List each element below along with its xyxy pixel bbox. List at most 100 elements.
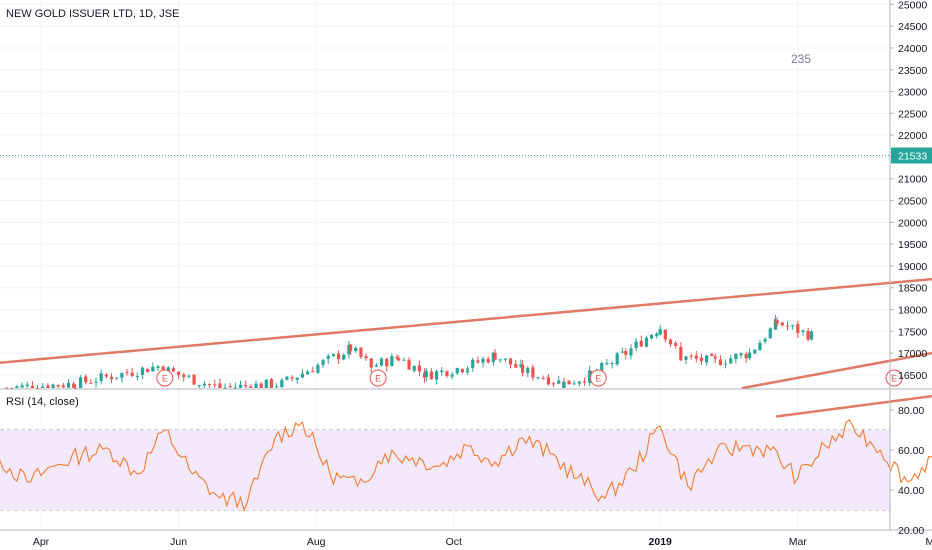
candle-body bbox=[644, 337, 649, 347]
candle-body bbox=[491, 352, 495, 362]
candle-body bbox=[397, 358, 401, 361]
candle-body bbox=[374, 365, 378, 367]
candle-body bbox=[56, 384, 60, 387]
candle-body bbox=[300, 373, 305, 378]
candle-body bbox=[412, 365, 416, 371]
candle-body bbox=[417, 365, 421, 372]
candle-body bbox=[46, 385, 50, 388]
candle-body bbox=[125, 371, 129, 374]
rising-channel-upper bbox=[0, 277, 932, 365]
candle-body bbox=[655, 333, 659, 336]
candle-body bbox=[41, 386, 45, 388]
price-tick-label: 24000 bbox=[898, 43, 927, 55]
candle-body bbox=[316, 364, 320, 373]
event-marker-label: E bbox=[162, 374, 168, 384]
event-marker-circle bbox=[156, 369, 174, 387]
rsi-tick-label: 40.00 bbox=[898, 485, 924, 497]
candle-body bbox=[61, 385, 65, 388]
candle-body bbox=[775, 320, 779, 324]
rising-channel-lower bbox=[775, 394, 932, 418]
rsi-layer bbox=[0, 418, 932, 513]
candle-body bbox=[521, 364, 525, 373]
candle-body bbox=[379, 358, 384, 366]
candle-body bbox=[326, 355, 330, 359]
last-price-label: 21533 bbox=[898, 151, 927, 163]
candle-body bbox=[89, 382, 93, 384]
candle-body bbox=[99, 373, 103, 381]
candle-body bbox=[658, 328, 662, 335]
candle-body bbox=[321, 360, 325, 365]
rsi-line bbox=[0, 418, 932, 513]
candle-body bbox=[729, 358, 733, 364]
candle-body bbox=[801, 330, 805, 332]
markers-layer: EEEEEEE bbox=[156, 369, 903, 387]
candle-body bbox=[577, 381, 581, 384]
candle-body bbox=[753, 349, 757, 354]
price-tick-label: 18000 bbox=[898, 305, 927, 317]
time-tick-label: Apr bbox=[33, 536, 50, 548]
candle-body bbox=[796, 324, 800, 333]
candle-body bbox=[785, 325, 790, 327]
candle-body bbox=[620, 351, 624, 353]
candle-body bbox=[476, 360, 480, 363]
candle-body bbox=[710, 354, 714, 356]
time-tick-label: May bbox=[925, 536, 932, 548]
candle-body bbox=[734, 353, 738, 360]
candle-body bbox=[791, 325, 795, 327]
candle-body bbox=[536, 377, 540, 379]
candle-body bbox=[151, 366, 155, 372]
candle-body bbox=[435, 371, 439, 380]
candle-body bbox=[177, 371, 181, 376]
candle-body bbox=[739, 353, 743, 356]
candle-body bbox=[460, 368, 464, 373]
candle-body bbox=[713, 356, 717, 359]
candle-body bbox=[624, 351, 628, 355]
price-tick-label: 21000 bbox=[898, 174, 927, 186]
candle-body bbox=[390, 356, 394, 367]
candle-body bbox=[385, 358, 389, 367]
candle-body bbox=[582, 381, 587, 383]
price-tick-label: 22000 bbox=[898, 130, 927, 142]
candle-body bbox=[275, 386, 279, 388]
candle-body bbox=[809, 331, 814, 340]
candles-layer bbox=[5, 314, 814, 389]
event-marker-label: E bbox=[595, 374, 601, 384]
candle-body bbox=[440, 370, 444, 373]
candle-body bbox=[780, 322, 784, 326]
candle-body bbox=[140, 367, 145, 375]
candle-body bbox=[30, 385, 34, 388]
time-tick-label: Aug bbox=[307, 536, 326, 548]
candle-body bbox=[768, 328, 772, 339]
candle-body bbox=[5, 387, 9, 389]
candle-body bbox=[84, 376, 88, 383]
candle-body bbox=[66, 382, 71, 388]
candle-body bbox=[699, 357, 704, 362]
price-tick-label: 18500 bbox=[898, 283, 927, 295]
price-tick-label: 23500 bbox=[898, 65, 927, 77]
candle-body bbox=[213, 384, 217, 386]
candle-body bbox=[758, 342, 762, 351]
price-tick-label: 24500 bbox=[898, 21, 927, 33]
candle-body bbox=[120, 372, 124, 378]
candle-body bbox=[773, 319, 778, 330]
candle-body bbox=[407, 359, 411, 370]
candle-body bbox=[171, 368, 176, 372]
time-tick-label: Oct bbox=[446, 536, 462, 548]
rsi-band bbox=[0, 430, 890, 510]
candle-body bbox=[402, 359, 406, 361]
candle-body bbox=[94, 381, 98, 383]
candle-body bbox=[679, 356, 683, 361]
candle-body bbox=[450, 374, 454, 377]
candle-body bbox=[639, 340, 643, 347]
event-marker: E bbox=[156, 369, 174, 387]
candle-body bbox=[663, 329, 667, 340]
candle-body bbox=[705, 355, 709, 363]
event-marker-label: E bbox=[891, 374, 897, 384]
candle-body bbox=[557, 380, 561, 384]
drawings-layer bbox=[0, 155, 932, 418]
candle-body bbox=[514, 364, 518, 368]
candle-body bbox=[104, 374, 108, 377]
candle-body bbox=[508, 358, 513, 365]
price-tick-label: 20500 bbox=[898, 196, 927, 208]
candle-body bbox=[429, 371, 434, 380]
